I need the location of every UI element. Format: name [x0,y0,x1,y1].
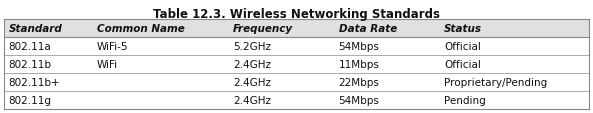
Text: 54Mbps: 54Mbps [339,42,380,52]
Text: Official: Official [444,42,481,52]
Text: 5.2GHz: 5.2GHz [233,42,271,52]
Text: 802.11g: 802.11g [9,95,52,105]
Text: 2.4GHz: 2.4GHz [233,95,271,105]
Text: Common Name: Common Name [97,24,185,34]
Text: Status: Status [444,24,482,34]
Text: 2.4GHz: 2.4GHz [233,59,271,69]
Text: 802.11a: 802.11a [9,42,52,52]
Text: WiFi: WiFi [97,59,118,69]
Text: 22Mbps: 22Mbps [339,77,380,87]
Text: Pending: Pending [444,95,486,105]
Text: 54Mbps: 54Mbps [339,95,380,105]
Bar [4,38,589,55]
Bar [4,91,589,109]
Text: 802.11b+: 802.11b+ [9,77,60,87]
Bar [4,55,589,73]
Text: 802.11b: 802.11b [9,59,52,69]
Bar [4,73,589,91]
Text: Frequency: Frequency [233,24,294,34]
Text: Official: Official [444,59,481,69]
Text: Data Rate: Data Rate [339,24,397,34]
Text: Table 12.3. Wireless Networking Standards: Table 12.3. Wireless Networking Standard… [153,8,440,21]
Text: 11Mbps: 11Mbps [339,59,380,69]
Text: 2.4GHz: 2.4GHz [233,77,271,87]
Text: Proprietary/Pending: Proprietary/Pending [444,77,547,87]
Bar [4,20,589,38]
Text: WiFi-5: WiFi-5 [97,42,129,52]
Text: Standard: Standard [9,24,62,34]
